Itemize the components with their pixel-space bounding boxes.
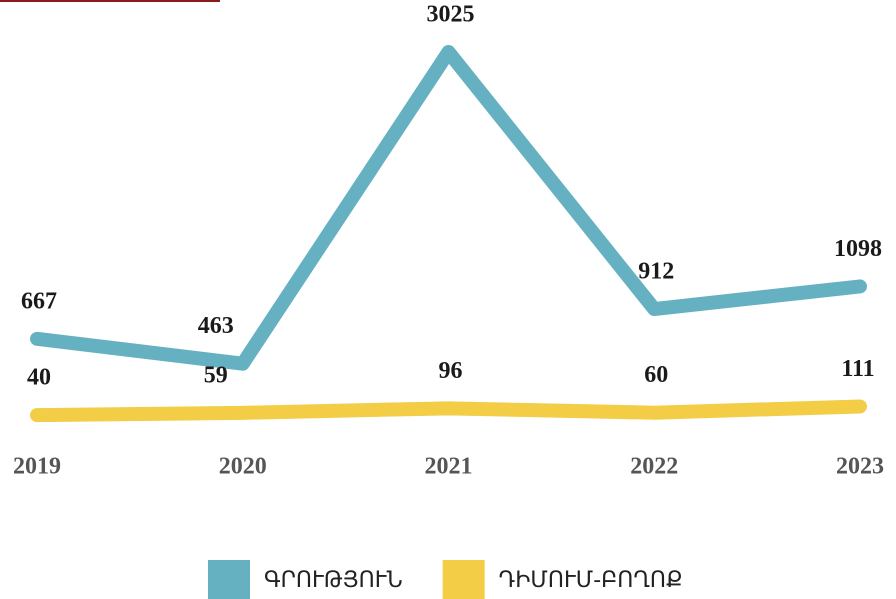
x-tick-label: 2019 (13, 454, 61, 480)
x-tick-label: 2022 (630, 454, 678, 480)
data-label: 60 (644, 362, 668, 388)
data-label: 912 (638, 259, 674, 285)
x-tick-label: 2020 (219, 454, 267, 480)
data-label: 96 (439, 358, 463, 384)
data-label: 59 (204, 362, 228, 388)
data-label: 111 (841, 356, 874, 382)
data-label: 3025 (427, 2, 475, 28)
data-label: 40 (27, 365, 51, 391)
data-label: 1098 (834, 236, 882, 262)
x-tick-label: 2021 (425, 454, 473, 480)
legend-label: ԳՐՈՒԹՅՈՒՆ (264, 568, 403, 593)
x-tick-label: 2023 (836, 454, 884, 480)
legend-swatch (208, 560, 250, 599)
top-rule (0, 0, 220, 2)
series-line (30, 399, 867, 423)
legend-label: ԴԻՄՈՒՄ-ԲՈՂՈՔ (499, 568, 683, 593)
series-line (30, 45, 867, 371)
legend-swatch (442, 560, 485, 599)
data-label: 667 (21, 288, 57, 314)
data-label: 463 (198, 313, 234, 339)
